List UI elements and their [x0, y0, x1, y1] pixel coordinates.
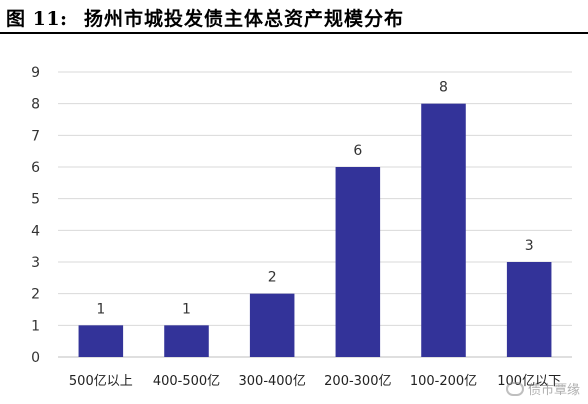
y-tick-label: 2	[31, 287, 40, 303]
bar-value-label: 1	[96, 301, 105, 317]
bar	[249, 293, 295, 357]
x-axis-ticks: 500亿以上 400-500亿 300-400亿 200-300亿 100-200亿 10…	[69, 374, 561, 389]
bar	[335, 167, 381, 357]
y-tick-label: 8	[31, 97, 40, 113]
x-tick-label: 300-400亿	[239, 374, 306, 389]
y-tick-label: 0	[31, 350, 40, 366]
bar	[506, 262, 552, 357]
y-tick-label: 1	[31, 318, 40, 334]
y-tick-label: 3	[31, 255, 40, 271]
figure-header: 图 11: 扬州市城投发债主体总资产规模分布	[0, 0, 588, 34]
y-tick-label: 4	[31, 223, 40, 239]
y-tick-label: 9	[31, 65, 40, 81]
chart-title: 扬州市城投发债主体总资产规模分布	[84, 8, 405, 30]
x-tick-label: 100-200亿	[410, 374, 477, 389]
figure-label: 图 11:	[6, 8, 68, 30]
wechat-icon	[505, 381, 524, 396]
bars	[78, 103, 552, 358]
watermark-text: 债市覃缘	[527, 383, 580, 398]
y-tick-label: 5	[31, 192, 40, 208]
watermark: 债市覃缘	[505, 379, 580, 398]
bar-value-label: 6	[353, 143, 362, 159]
gridlines	[58, 71, 572, 358]
x-tick-label: 400-500亿	[153, 374, 220, 389]
bar-value-label: 2	[268, 270, 277, 286]
y-tick-label: 7	[31, 128, 40, 144]
bar-value-label: 3	[525, 238, 534, 254]
x-tick-label: 200-300亿	[324, 374, 391, 389]
y-axis-ticks: 0 1 2 3 4 5 6 7 8 9	[31, 65, 40, 366]
x-tick-label: 500亿以上	[69, 374, 133, 389]
y-tick-label: 6	[31, 160, 40, 176]
bar-value-label: 1	[182, 301, 191, 317]
data-labels: 1 1 2 6 8 3	[96, 80, 533, 318]
bar	[78, 325, 124, 357]
bar	[164, 325, 209, 357]
bar-value-label: 8	[439, 80, 448, 96]
bar	[421, 103, 466, 358]
